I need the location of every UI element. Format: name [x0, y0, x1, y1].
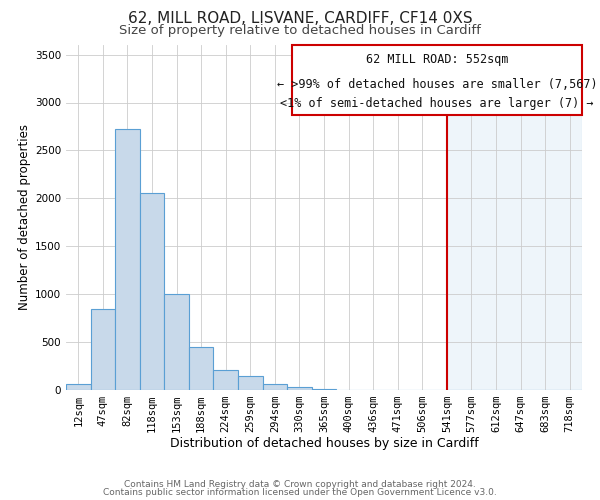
Bar: [66, 384, 91, 390]
Text: ← >99% of detached houses are smaller (7,567): ← >99% of detached houses are smaller (7…: [277, 78, 598, 91]
Bar: [115, 130, 140, 390]
Bar: [447, 45, 582, 390]
Bar: [312, 388, 336, 390]
Bar: [263, 384, 287, 390]
FancyBboxPatch shape: [292, 45, 582, 115]
Bar: [91, 308, 115, 390]
Text: <1% of semi-detached houses are larger (7) →: <1% of semi-detached houses are larger (…: [280, 97, 594, 110]
Text: 62 MILL ROAD: 552sqm: 62 MILL ROAD: 552sqm: [366, 53, 508, 66]
Bar: [214, 370, 238, 390]
Bar: [287, 387, 312, 390]
Text: 62, MILL ROAD, LISVANE, CARDIFF, CF14 0XS: 62, MILL ROAD, LISVANE, CARDIFF, CF14 0X…: [128, 11, 472, 26]
Text: Contains HM Land Registry data © Crown copyright and database right 2024.: Contains HM Land Registry data © Crown c…: [124, 480, 476, 489]
X-axis label: Distribution of detached houses by size in Cardiff: Distribution of detached houses by size …: [170, 436, 478, 450]
Text: Size of property relative to detached houses in Cardiff: Size of property relative to detached ho…: [119, 24, 481, 37]
Text: Contains public sector information licensed under the Open Government Licence v3: Contains public sector information licen…: [103, 488, 497, 497]
Bar: [238, 376, 263, 390]
Bar: [164, 294, 189, 390]
Bar: [189, 347, 214, 390]
Bar: [140, 192, 164, 390]
Y-axis label: Number of detached properties: Number of detached properties: [18, 124, 31, 310]
